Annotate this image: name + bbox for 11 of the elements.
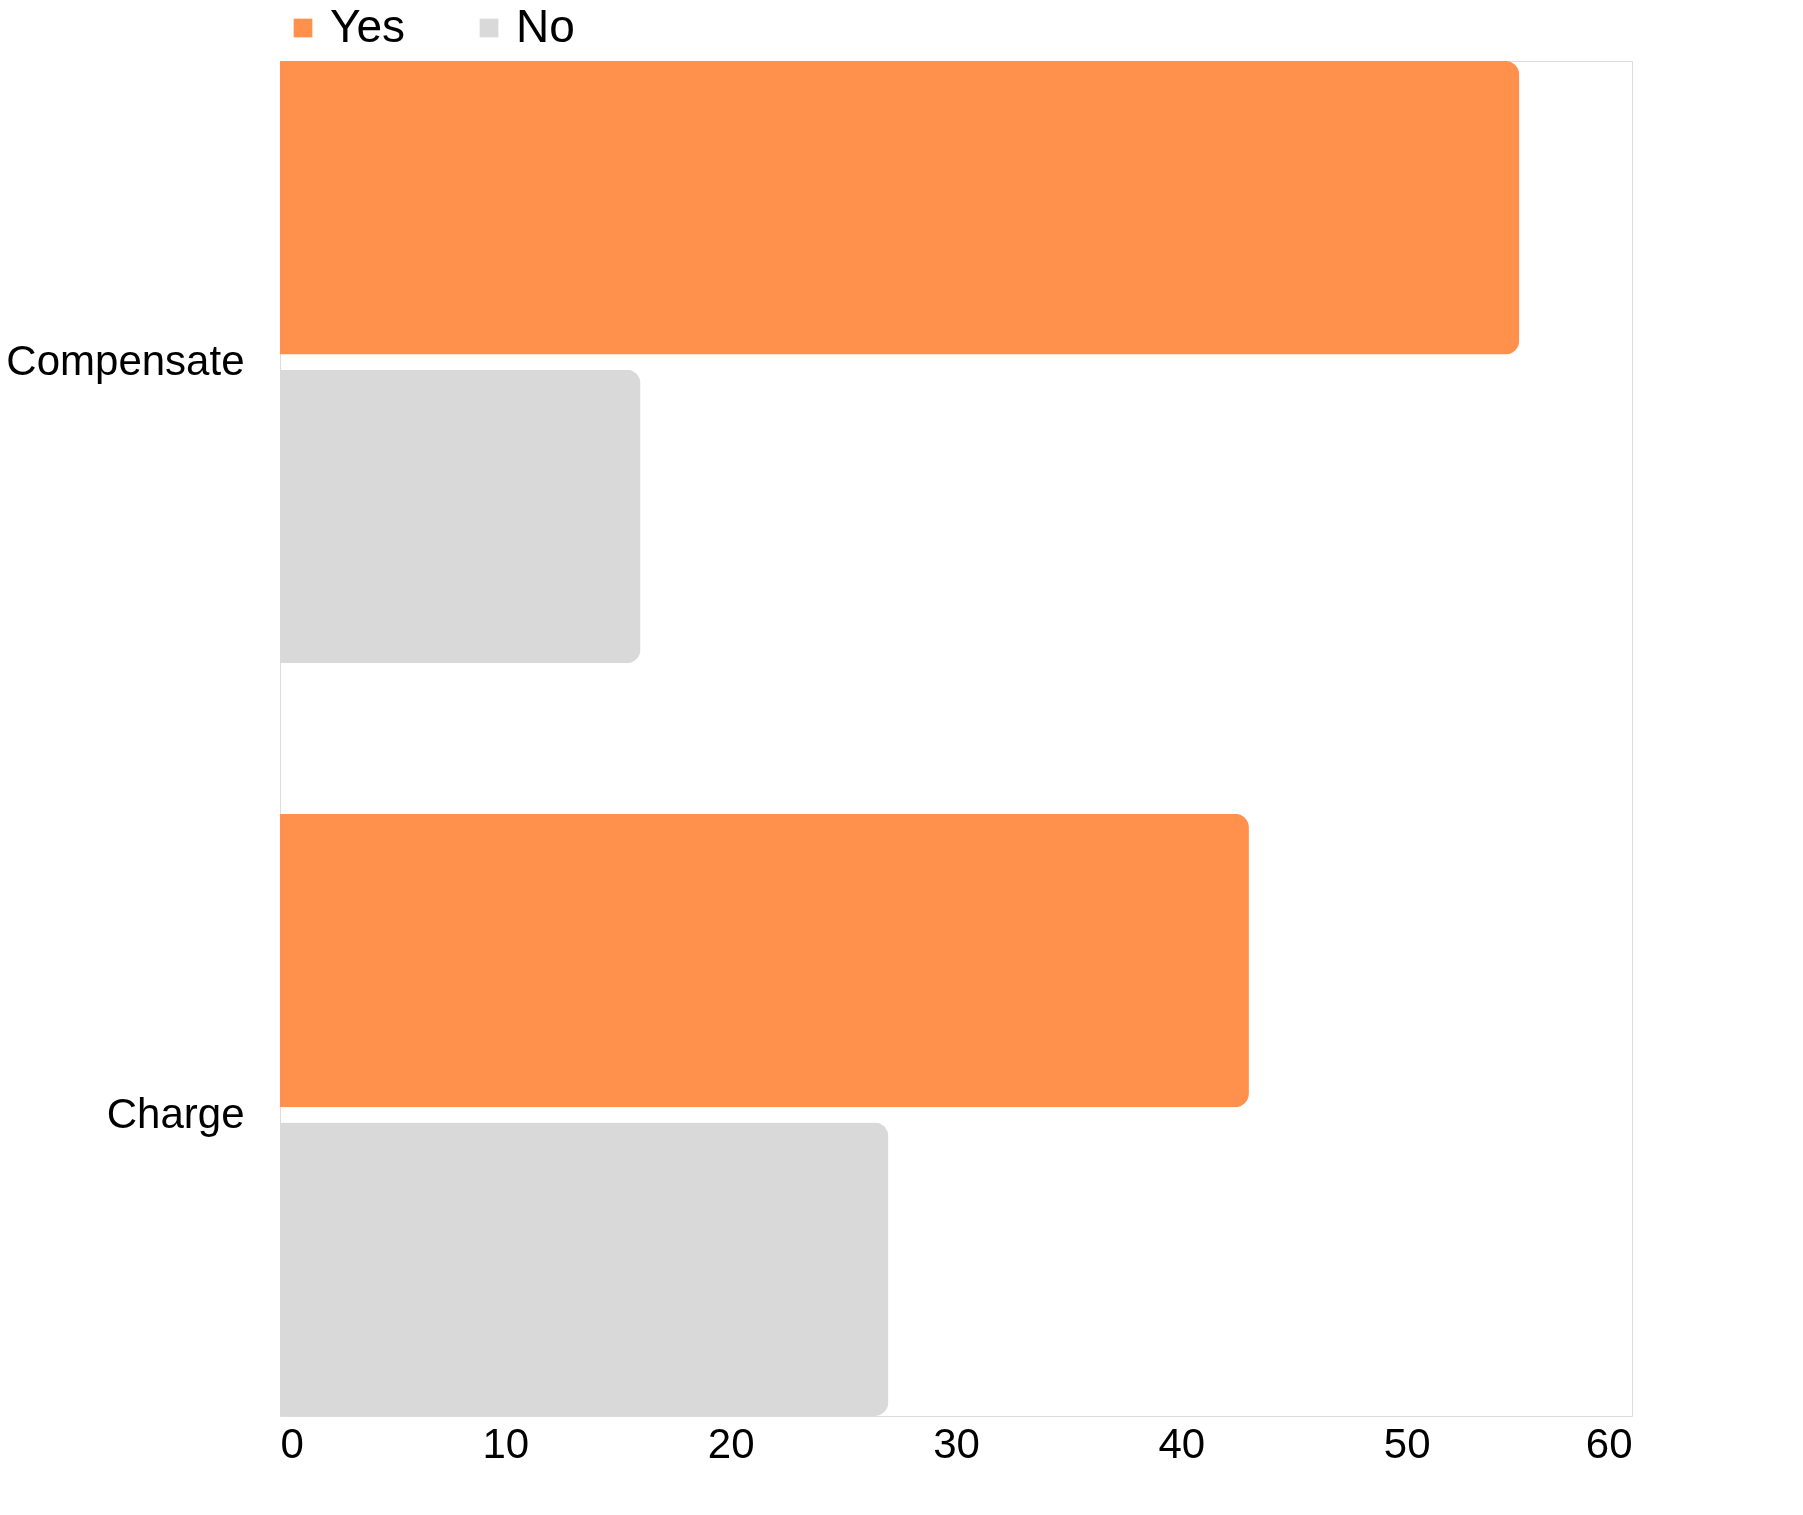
x-tick-label: 30 [933, 1419, 980, 1467]
x-tick-label: 60 [1585, 1419, 1633, 1467]
x-tick-label: 20 [707, 1419, 755, 1467]
x-tick-label: 10 [482, 1419, 530, 1467]
legend-label: Yes [330, 0, 406, 52]
legend-label: No [516, 0, 575, 52]
y-tick-label: Charge [106, 1089, 245, 1137]
x-tick-label: 50 [1383, 1419, 1431, 1467]
y-tick-label: Compensate [6, 337, 245, 385]
x-tick-label: 40 [1158, 1419, 1206, 1467]
x-tick-label: 0 [280, 1419, 304, 1467]
